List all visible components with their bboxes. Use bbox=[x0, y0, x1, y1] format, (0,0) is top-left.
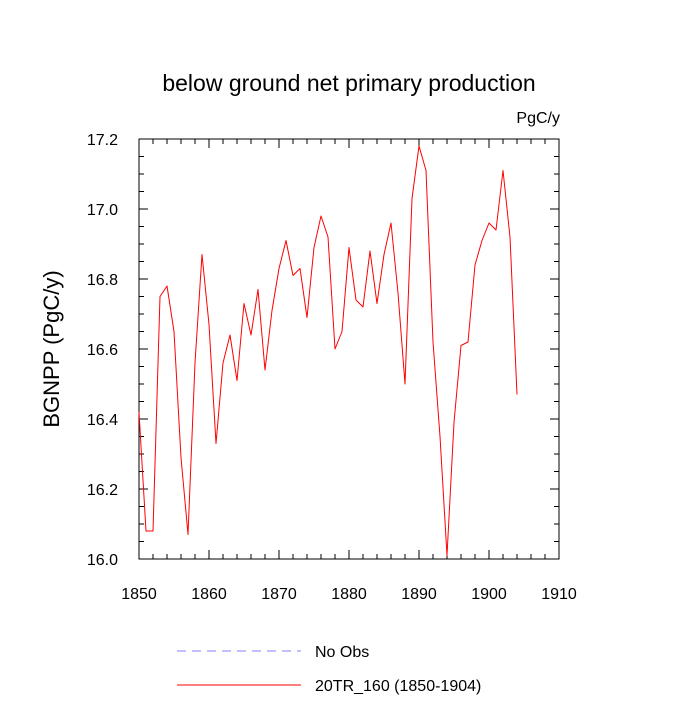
x-tick-label: 1910 bbox=[541, 586, 577, 603]
y-tick-label: 17.0 bbox=[87, 202, 118, 219]
tick-labels: 1850 1860 1870 1880 1890 1900 1910 16.0 16.2 16.4… bbox=[87, 132, 577, 603]
y-axis-label: BGNPP (PgC/y) bbox=[39, 270, 64, 427]
y-tick-label: 17.2 bbox=[87, 132, 118, 149]
series-line-20tr-160 bbox=[138, 145, 518, 556]
y-tick-label: 16.6 bbox=[87, 342, 118, 359]
y-tick-label: 16.2 bbox=[87, 482, 118, 499]
plot-area-frame bbox=[138, 138, 560, 560]
x-tick-label: 1860 bbox=[191, 586, 227, 603]
y-tick-label: 16.8 bbox=[87, 272, 118, 289]
x-tick-label: 1890 bbox=[401, 586, 437, 603]
legend-label-20tr-160: 20TR_160 (1850-1904) bbox=[315, 678, 481, 695]
legend: No Obs 20TR_160 (1850-1904) bbox=[177, 644, 481, 695]
y-tick-label: 16.4 bbox=[87, 412, 118, 429]
x-tick-label: 1850 bbox=[121, 586, 157, 603]
x-tick-label: 1870 bbox=[261, 586, 297, 603]
units-label: PgC/y bbox=[516, 110, 560, 127]
axis-ticks bbox=[138, 138, 560, 560]
y-tick-label: 16.0 bbox=[87, 552, 118, 569]
legend-label-no-obs: No Obs bbox=[315, 644, 369, 661]
series-layer bbox=[138, 145, 518, 556]
x-tick-label: 1880 bbox=[331, 586, 367, 603]
x-tick-label: 1900 bbox=[471, 586, 507, 603]
chart-title: below ground net primary production bbox=[162, 70, 535, 96]
